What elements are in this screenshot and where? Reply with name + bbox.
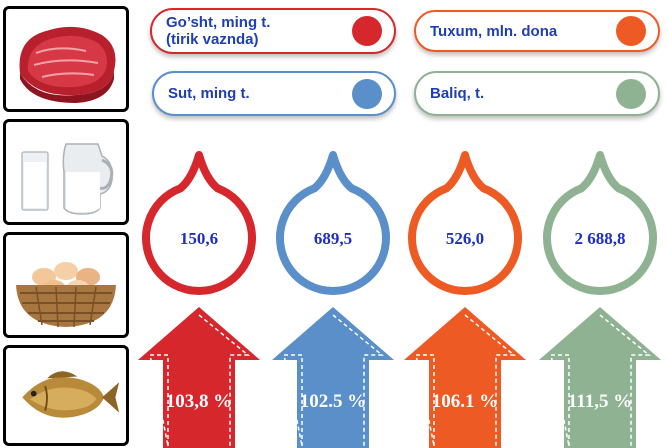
value-drop-shape bbox=[276, 151, 390, 295]
value-drop-meat: 150,6 bbox=[142, 151, 256, 295]
value-eggs: 526,0 bbox=[446, 229, 484, 248]
legend-eggs: Tuxum, mln. dona bbox=[414, 10, 660, 52]
photo-milk bbox=[3, 119, 129, 225]
legend-milk-dot bbox=[352, 78, 382, 109]
photo-eggs bbox=[3, 232, 129, 338]
growth-arrow-shape bbox=[539, 307, 661, 448]
value-drop-fish: 2 688,8 bbox=[543, 151, 657, 295]
legend-fish-label: Baliq, t. bbox=[430, 85, 485, 102]
legend-eggs-label: Tuxum, mln. dona bbox=[430, 22, 558, 40]
growth-fish: 111,5 % bbox=[568, 391, 632, 412]
growth-arrow-eggs: 106.1 % bbox=[404, 307, 526, 448]
value-drop-eggs: 526,0 bbox=[408, 151, 522, 295]
growth-milk: 102.5 % bbox=[300, 391, 367, 412]
legend-meat: Go’sht, ming t. (tirik vaznda) bbox=[150, 8, 396, 54]
growth-arrow-dashes bbox=[149, 314, 251, 447]
milk-icon bbox=[21, 143, 114, 215]
growth-arrow-dashes bbox=[550, 314, 652, 447]
legend-milk-label: Sut, ming t. bbox=[168, 85, 250, 102]
value-drop-milk: 689,5 bbox=[276, 151, 390, 295]
eggs-icon bbox=[16, 262, 116, 328]
growth-arrow-meat: 103,8 % bbox=[138, 307, 260, 448]
legend-fish-dot bbox=[616, 78, 646, 109]
growth-arrow-shape bbox=[404, 307, 526, 448]
legend-meat-dot bbox=[352, 16, 382, 46]
value-drop-shape bbox=[408, 151, 522, 295]
growth-arrow-milk: 102.5 % bbox=[272, 307, 394, 448]
meat-icon bbox=[19, 26, 116, 103]
photo-fish bbox=[3, 345, 129, 446]
photo-meat bbox=[3, 6, 129, 112]
growth-arrow-shape bbox=[138, 307, 260, 448]
legend-eggs-dot bbox=[616, 16, 646, 46]
growth-arrow-fish: 111,5 % bbox=[539, 307, 661, 448]
growth-arrow-dashes bbox=[283, 314, 385, 447]
growth-arrow-shape bbox=[272, 307, 394, 448]
growth-meat: 103,8 % bbox=[166, 391, 233, 412]
fish-icon bbox=[22, 371, 120, 418]
legend-fish: Baliq, t. bbox=[414, 71, 660, 116]
value-milk: 689,5 bbox=[314, 229, 352, 248]
growth-eggs: 106.1 % bbox=[432, 391, 499, 412]
legend-milk: Sut, ming t. bbox=[152, 71, 396, 116]
value-drop-shape bbox=[142, 151, 256, 295]
value-drop-shape bbox=[543, 151, 657, 295]
legend-meat-label: Go’sht, ming t. (tirik vaznda) bbox=[166, 14, 271, 48]
value-meat: 150,6 bbox=[180, 229, 218, 248]
value-fish: 2 688,8 bbox=[575, 229, 626, 248]
growth-arrow-dashes bbox=[415, 314, 517, 447]
